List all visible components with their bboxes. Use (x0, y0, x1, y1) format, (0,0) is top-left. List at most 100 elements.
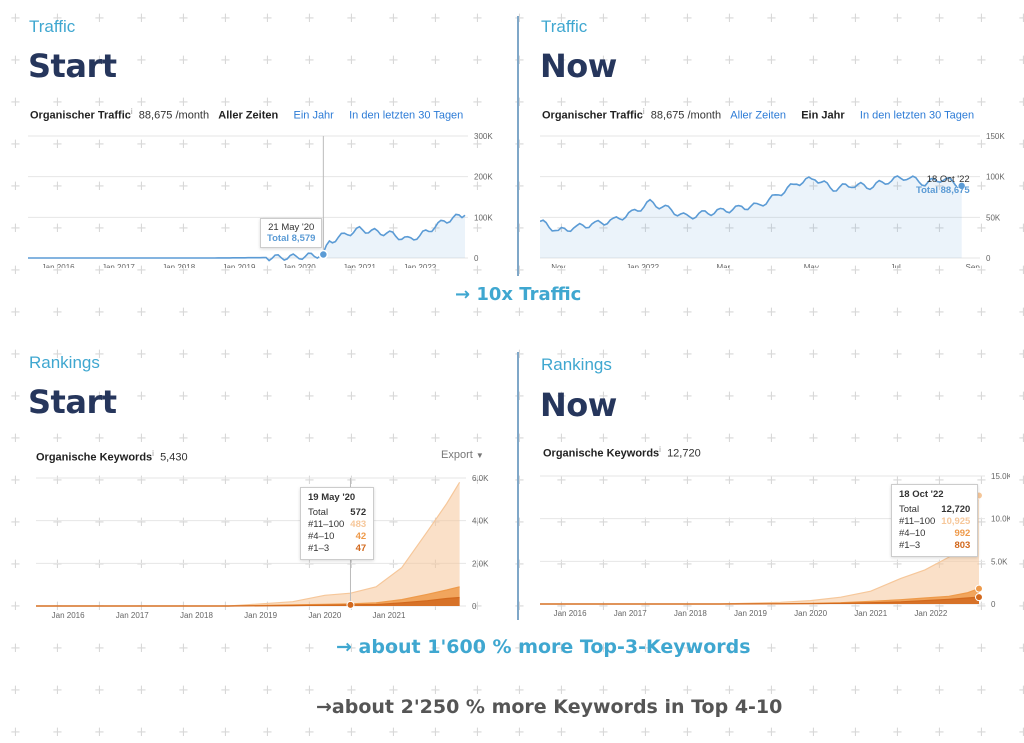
series-11-100-line (36, 481, 461, 607)
plus-mark: + (304, 557, 315, 572)
plus-mark: + (10, 347, 21, 362)
plus-mark: + (850, 725, 861, 740)
plus-mark: + (220, 389, 231, 404)
plus-mark: + (10, 95, 21, 110)
plus-mark: + (598, 515, 609, 530)
plus-mark: + (934, 683, 945, 698)
plus-mark: + (304, 473, 315, 488)
plus-mark: + (388, 641, 399, 656)
plus-mark: + (892, 95, 903, 110)
plus-mark: + (388, 389, 399, 404)
plus-mark: + (52, 389, 63, 404)
plus-mark: + (388, 95, 399, 110)
plus-mark: + (514, 431, 525, 446)
plus-mark: + (94, 347, 105, 362)
traffic-area (28, 214, 465, 261)
plus-mark: + (892, 305, 903, 320)
plus-mark: + (94, 95, 105, 110)
plus-mark: + (178, 95, 189, 110)
plus-mark: + (136, 305, 147, 320)
plus-mark: + (10, 725, 21, 740)
plus-mark: + (10, 263, 21, 278)
plus-mark: + (892, 683, 903, 698)
plus-mark: + (808, 11, 819, 26)
plus-mark: + (52, 179, 63, 194)
plus-mark: + (598, 53, 609, 68)
plus-mark: + (262, 683, 273, 698)
keywords-header-right: Organische Keywordsi 12,720 (543, 445, 701, 460)
plus-mark: + (94, 305, 105, 320)
plus-mark: + (556, 347, 567, 362)
plus-mark: + (262, 347, 273, 362)
plus-mark: + (52, 515, 63, 530)
plus-mark: + (430, 179, 441, 194)
filter-one-year[interactable]: Ein Jahr (293, 109, 334, 122)
plus-mark: + (94, 641, 105, 656)
plus-mark: + (682, 599, 693, 614)
plus-mark: + (136, 641, 147, 656)
series-1-3-line (36, 596, 460, 607)
tooltip-row-value: 12,720 (941, 504, 971, 515)
plus-mark: + (556, 305, 567, 320)
plus-mark: + (850, 137, 861, 152)
filter-all-time[interactable]: Aller Zeiten (730, 109, 786, 122)
export-label: Export (441, 449, 473, 461)
plus-mark: + (934, 53, 945, 68)
plus-mark: + (724, 305, 735, 320)
plus-mark: + (430, 431, 441, 446)
plus-mark: + (724, 179, 735, 194)
plus-mark: + (94, 137, 105, 152)
plus-mark: + (892, 347, 903, 362)
plus-mark: + (682, 221, 693, 236)
plus-mark: + (1018, 95, 1024, 110)
plus-mark: + (430, 347, 441, 362)
plus-mark: + (220, 11, 231, 26)
plus-mark: + (220, 641, 231, 656)
traffic-label-left: Traffic (29, 17, 76, 36)
plus-mark: + (472, 683, 483, 698)
plus-mark: + (430, 137, 441, 152)
plus-mark: + (976, 599, 987, 614)
plus-mark: + (850, 53, 861, 68)
filter-one-year[interactable]: Ein Jahr (801, 109, 845, 122)
plus-mark: + (514, 641, 525, 656)
plus-mark: + (850, 389, 861, 404)
plus-mark: + (1018, 641, 1024, 656)
plus-mark: + (10, 683, 21, 698)
export-button[interactable]: Export ▼ (441, 449, 484, 461)
plus-mark: + (556, 179, 567, 194)
filter-all-time[interactable]: Aller Zeiten (218, 109, 279, 122)
plus-mark: + (514, 683, 525, 698)
plus-mark: + (850, 641, 861, 656)
plus-mark: + (556, 557, 567, 572)
plus-mark: + (178, 221, 189, 236)
plus-mark: + (178, 11, 189, 26)
tooltip-row-label: #1–3 (308, 543, 330, 554)
plus-mark: + (976, 389, 987, 404)
filter-last-30-days[interactable]: In den letzten 30 Tagen (349, 109, 464, 122)
plus-mark: + (388, 431, 399, 446)
now-title-rankings: Now (540, 386, 617, 424)
y-tick-label: 150K (986, 132, 1005, 141)
keywords-title: Organische Keywords (36, 451, 153, 464)
filter-last-30-days[interactable]: In den letzten 30 Tagen (859, 109, 975, 122)
plus-mark: + (136, 137, 147, 152)
plus-mark: + (472, 53, 483, 68)
y-tick-label: 200K (474, 173, 493, 182)
series-1-3-area (540, 597, 979, 604)
plus-mark: + (1018, 179, 1024, 194)
plus-mark: + (598, 305, 609, 320)
tooltip-row-label: #11–100 (308, 519, 345, 530)
plus-mark: + (640, 221, 651, 236)
tooltip-total: Total 8,579 (267, 233, 315, 244)
y-tick-label: 0 (474, 254, 479, 263)
plus-mark: + (472, 11, 483, 26)
rankings-label-left: Rankings (29, 353, 100, 372)
plus-mark: + (10, 389, 21, 404)
plus-mark: + (52, 557, 63, 572)
plus-mark: + (850, 11, 861, 26)
plus-mark: + (52, 725, 63, 740)
plus-mark: + (346, 683, 357, 698)
plus-mark: + (472, 557, 483, 572)
plus-mark: + (262, 137, 273, 152)
